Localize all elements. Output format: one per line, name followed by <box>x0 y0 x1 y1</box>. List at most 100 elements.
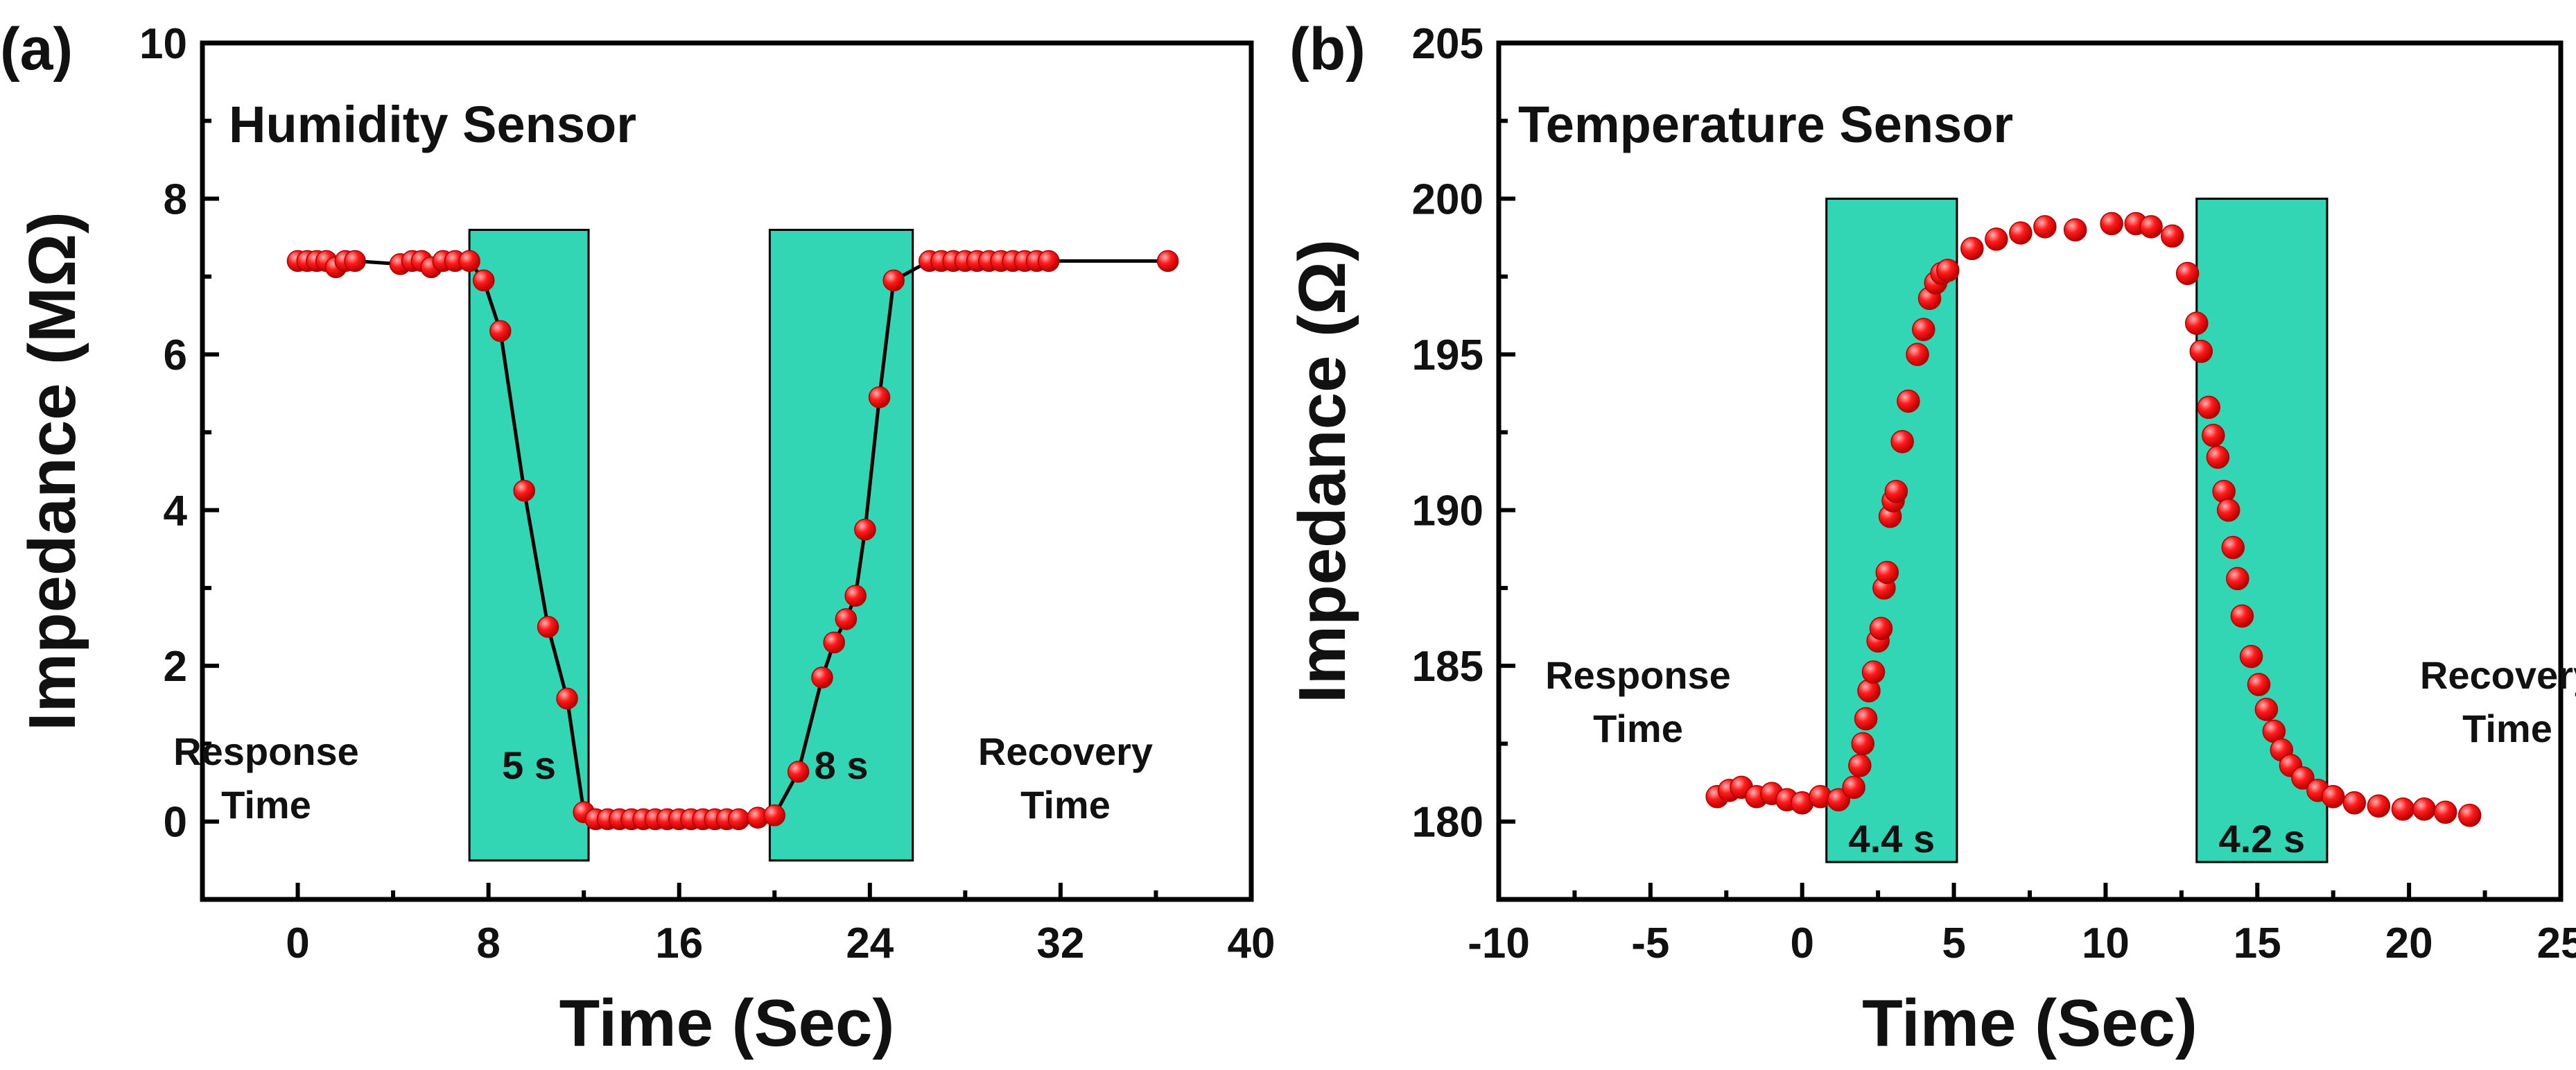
data-point <box>2175 261 2200 286</box>
duration-label-0: 4.4 s <box>1849 817 1935 861</box>
data-point <box>2342 791 2367 815</box>
shaded-region-0 <box>1825 198 1958 863</box>
shaded-region-0 <box>468 228 590 862</box>
chart-title: Temperature Sensor <box>1518 96 2013 153</box>
x-tick-label: 40 <box>1228 920 1276 967</box>
recovery-time-label: Recovery <box>2420 653 2576 697</box>
x-axis-title: Time (Sec) <box>559 986 895 1060</box>
x-tick-label: 20 <box>2385 920 2433 967</box>
response-time-label-line-2: Time <box>221 783 311 827</box>
y-tick-label: 2 <box>164 643 187 691</box>
data-point <box>1842 775 1865 800</box>
data-point <box>2189 339 2213 363</box>
data-point <box>1851 732 1875 756</box>
data-point <box>2412 797 2436 821</box>
response-time-label: Response <box>173 730 359 773</box>
y-tick-label: 190 <box>1412 487 1483 535</box>
y-tick-label: 8 <box>164 176 187 224</box>
data-point <box>2160 224 2184 248</box>
x-tick-label: 32 <box>1036 920 1084 967</box>
x-tick-label: 15 <box>2234 920 2281 967</box>
duration-label-1: 8 s <box>815 743 869 787</box>
data-point <box>1875 560 1899 585</box>
y-tick-label: 6 <box>164 331 187 379</box>
data-point <box>1906 343 1929 366</box>
data-point <box>2254 698 2279 721</box>
recovery-time-label: Recovery <box>978 730 1153 773</box>
data-point <box>2197 395 2221 420</box>
data-point <box>458 250 480 273</box>
data-point <box>1985 227 2008 251</box>
data-point <box>835 608 858 630</box>
x-tick-label: -10 <box>1468 920 1530 967</box>
y-axis-title: Impedance (Ω) <box>1285 239 1359 703</box>
plot-frame <box>200 40 1254 902</box>
data-point <box>854 518 876 541</box>
y-tick-label: 185 <box>1412 643 1483 691</box>
x-tick-label: -5 <box>1631 920 1669 967</box>
data-point <box>2216 498 2240 522</box>
data-point <box>1037 250 1060 273</box>
duration-label-1: 4.2 s <box>2219 817 2306 861</box>
x-tick-label: 10 <box>2082 920 2130 967</box>
data-point <box>1960 236 1984 261</box>
data-point <box>1890 430 1914 454</box>
data-point <box>1156 250 1179 273</box>
y-tick-label: 180 <box>1412 799 1483 847</box>
y-axis-title: Impedance (MΩ) <box>15 212 89 731</box>
chart-title: Humidity Sensor <box>229 96 636 153</box>
x-tick-label: 24 <box>846 920 894 967</box>
panel-label-b: (b) <box>1289 16 1366 83</box>
data-point <box>787 761 810 783</box>
shaded-region-1 <box>768 228 914 862</box>
data-point <box>868 386 891 408</box>
data-point <box>344 250 366 273</box>
data-point <box>2184 311 2209 335</box>
data-point <box>2247 673 2271 696</box>
x-tick-label: 25 <box>2537 920 2576 967</box>
data-point <box>882 269 905 292</box>
data-point <box>2230 604 2254 628</box>
data-point <box>2226 567 2249 591</box>
data-point <box>473 269 495 292</box>
shaded-region-1 <box>2195 198 2329 863</box>
y-tick-label: 0 <box>164 799 187 847</box>
data-point <box>2033 215 2057 239</box>
data-point <box>2206 445 2230 469</box>
data-point <box>1869 616 1893 641</box>
response-time-label-line-2: Time <box>1593 707 1683 750</box>
x-tick-label: 5 <box>1942 920 1965 967</box>
data-point <box>2291 766 2315 790</box>
recovery-time-label-line-2: Time <box>2462 707 2552 750</box>
y-tick-label: 200 <box>1412 176 1483 224</box>
y-tick-label: 4 <box>164 487 188 535</box>
data-point <box>2139 215 2163 239</box>
x-tick-label: 16 <box>655 920 703 967</box>
data-point <box>2457 803 2482 827</box>
panel-label-a: (a) <box>0 16 73 83</box>
data-point <box>556 687 578 710</box>
data-point <box>844 585 867 607</box>
y-tick-label: 195 <box>1412 331 1483 379</box>
data-point <box>1854 707 1878 731</box>
data-point <box>2009 221 2033 245</box>
data-point <box>727 808 750 831</box>
data-point <box>1861 660 1886 684</box>
response-time-label: Response <box>1545 653 1731 697</box>
data-point <box>2367 794 2391 818</box>
data-point <box>823 631 845 654</box>
plot-frame <box>1496 40 2564 902</box>
data-point <box>811 666 833 689</box>
data-point <box>2433 800 2457 825</box>
data-point <box>2391 797 2415 821</box>
data-point <box>2321 785 2345 809</box>
x-tick-label: 0 <box>1790 920 1813 967</box>
data-point <box>537 616 559 638</box>
data-point <box>763 804 786 827</box>
temperature-chart: (b) 4.4 s 4.2 s -10 -5 0 5 10 15 20 25 180 185 190 1… <box>1285 16 2576 1060</box>
data-point <box>1897 389 1920 413</box>
y-tick-label: 10 <box>139 20 187 68</box>
data-point <box>1936 259 1960 282</box>
